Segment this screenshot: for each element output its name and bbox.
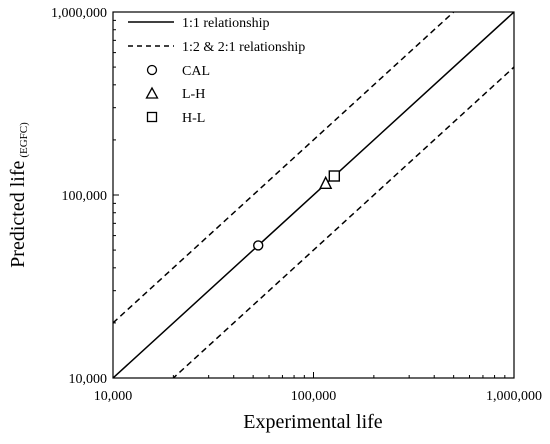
y-tick-label: 1,000,000 [51, 6, 107, 21]
reference-lines [113, 12, 514, 378]
y-tick-label: 10,000 [69, 372, 108, 387]
tick-labels: 10,000 100,000 1,000,000 10,000 100,000 1,000… [51, 6, 542, 404]
legend-marker-circle [146, 64, 158, 76]
y-tick-label: 100,000 [62, 189, 108, 204]
legend-label-h-l: H-L [182, 111, 205, 126]
data-points [253, 170, 341, 251]
x-tick-label: 10,000 [94, 389, 133, 404]
legend-label-l-h: L-H [182, 87, 205, 102]
y-axis-label-main: Predicted life [7, 161, 29, 268]
x-tick-label: 100,000 [291, 389, 337, 404]
reference-line-one-to-one [113, 12, 514, 378]
y-axis-label-subscript: (EGFC) [18, 122, 30, 158]
legend-label-cal: CAL [182, 64, 210, 79]
reference-line-one-to-two [172, 66, 514, 378]
x-tick-label: 1,000,000 [486, 389, 542, 404]
point-cal [253, 240, 264, 251]
legend-label-1-1: 1:1 relationship [182, 16, 270, 31]
y-axis-label: Predicted life (EGFC) [7, 122, 30, 268]
reference-line-two-to-one [113, 12, 455, 324]
legend-label-1-2-2-1: 1:2 & 2:1 relationship [182, 40, 305, 55]
legend-marker-square [146, 111, 158, 123]
point-h-l [328, 170, 341, 182]
legend: 1:1 relationship 1:2 & 2:1 relationship … [128, 16, 305, 126]
x-axis-label: Experimental life [243, 411, 383, 433]
point-l-h [319, 175, 333, 189]
axis-ticks [112, 19, 506, 379]
legend-marker-triangle [145, 86, 159, 99]
